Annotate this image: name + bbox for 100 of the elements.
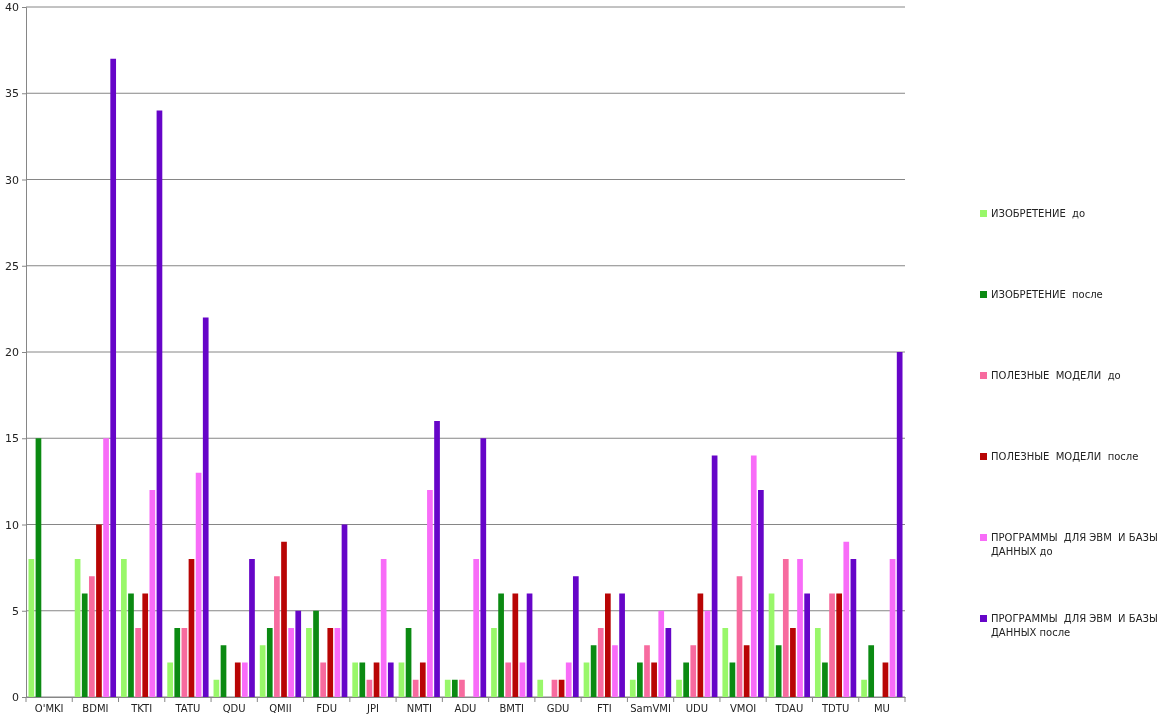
bar bbox=[327, 628, 334, 697]
bar bbox=[320, 662, 326, 697]
bar bbox=[619, 593, 625, 697]
bar bbox=[167, 662, 173, 697]
x-tick-label: MU bbox=[873, 703, 890, 714]
bar bbox=[174, 628, 181, 697]
x-tick-label: VMOI bbox=[729, 703, 757, 714]
bar bbox=[797, 559, 803, 697]
bar bbox=[451, 679, 458, 697]
bar bbox=[829, 593, 835, 697]
bar bbox=[412, 679, 419, 697]
legend-label: ПОЛЕЗНЫЕ МОДЕЛИ до bbox=[991, 370, 1121, 381]
x-tick-label: FTI bbox=[596, 703, 612, 714]
bar bbox=[96, 524, 102, 697]
bar bbox=[352, 662, 359, 697]
bar bbox=[498, 593, 504, 697]
bar bbox=[644, 645, 650, 697]
legend-label: ПРОГРАММЫ ДЛЯ ЭВМ И БАЗЫ ДАННЫХ после bbox=[991, 613, 1158, 638]
bar bbox=[814, 628, 821, 697]
bar bbox=[537, 679, 544, 697]
bar bbox=[722, 628, 729, 697]
bar bbox=[121, 559, 127, 697]
bar bbox=[459, 679, 465, 697]
bar bbox=[676, 679, 682, 697]
legend-label: ИЗОБРЕТЕНИЕ до bbox=[991, 208, 1086, 219]
x-tick-label: O'MKI bbox=[34, 703, 64, 714]
bar bbox=[135, 628, 141, 697]
bar bbox=[665, 628, 672, 697]
x-tick-label: TDTU bbox=[820, 703, 850, 714]
bar bbox=[629, 679, 636, 697]
bar bbox=[843, 541, 850, 697]
x-tick-label: TDAU bbox=[774, 703, 804, 714]
bar bbox=[775, 645, 782, 697]
y-tick-label: 30 bbox=[5, 173, 19, 187]
bar bbox=[896, 352, 903, 697]
bar bbox=[868, 645, 875, 697]
bar bbox=[758, 490, 764, 697]
bar bbox=[505, 662, 512, 697]
bar bbox=[512, 593, 519, 697]
legend-label: ИЗОБРЕТЕНИЕ после bbox=[991, 289, 1103, 300]
y-tick-label: 15 bbox=[5, 432, 19, 446]
y-tick-label: 25 bbox=[5, 259, 19, 273]
bar bbox=[110, 58, 117, 697]
bar bbox=[444, 679, 451, 697]
bar bbox=[637, 662, 643, 697]
bar bbox=[274, 576, 280, 697]
bar bbox=[103, 438, 109, 697]
bar bbox=[295, 610, 302, 697]
y-tick-label: 35 bbox=[5, 87, 19, 101]
bar bbox=[790, 628, 796, 697]
bar bbox=[473, 559, 480, 697]
bar bbox=[259, 645, 266, 697]
x-tick-label: UDU bbox=[685, 703, 708, 714]
bar bbox=[419, 662, 426, 697]
x-tick-label: ADU bbox=[454, 703, 477, 714]
bar bbox=[306, 628, 312, 697]
bar bbox=[149, 490, 156, 697]
x-tick-label: TATU bbox=[174, 703, 201, 714]
bar bbox=[822, 662, 828, 697]
bar bbox=[202, 317, 209, 697]
bar bbox=[387, 662, 394, 697]
x-tick-label: QMII bbox=[269, 703, 292, 714]
bar bbox=[28, 559, 35, 697]
bar bbox=[750, 455, 757, 697]
bar bbox=[313, 610, 319, 697]
x-tick-label: TKTI bbox=[130, 703, 153, 714]
bar bbox=[861, 679, 867, 697]
bar bbox=[651, 662, 657, 697]
y-tick-label: 40 bbox=[5, 1, 19, 15]
bar bbox=[427, 490, 433, 697]
x-tick-label: GDU bbox=[546, 703, 570, 714]
bar bbox=[234, 662, 241, 697]
y-tick-label: 10 bbox=[5, 518, 19, 532]
x-tick-label: BMTI bbox=[499, 703, 525, 714]
bar bbox=[782, 559, 789, 697]
bar bbox=[128, 593, 134, 697]
y-tick-label: 5 bbox=[12, 604, 19, 618]
bar bbox=[658, 610, 665, 697]
bar bbox=[480, 438, 487, 697]
x-tick-label: JPI bbox=[366, 703, 379, 714]
bar bbox=[81, 593, 88, 697]
bar bbox=[804, 593, 810, 697]
x-tick-label: BDMI bbox=[82, 703, 109, 714]
y-tick-label: 0 bbox=[12, 691, 19, 705]
bar bbox=[683, 662, 689, 697]
y-tick-label: 20 bbox=[5, 346, 19, 360]
bar bbox=[836, 593, 843, 697]
bar bbox=[359, 662, 366, 697]
x-tick-label: SamVMI bbox=[630, 703, 671, 714]
bar bbox=[142, 593, 149, 697]
bar bbox=[266, 628, 273, 697]
x-tick-label: NMTI bbox=[406, 703, 432, 714]
bar bbox=[249, 559, 255, 697]
bar bbox=[242, 662, 248, 697]
bar bbox=[434, 421, 440, 697]
bar bbox=[565, 662, 572, 697]
bar bbox=[572, 576, 579, 697]
bar bbox=[281, 541, 287, 697]
bar bbox=[288, 628, 294, 697]
x-tick-label: QDU bbox=[222, 703, 246, 714]
